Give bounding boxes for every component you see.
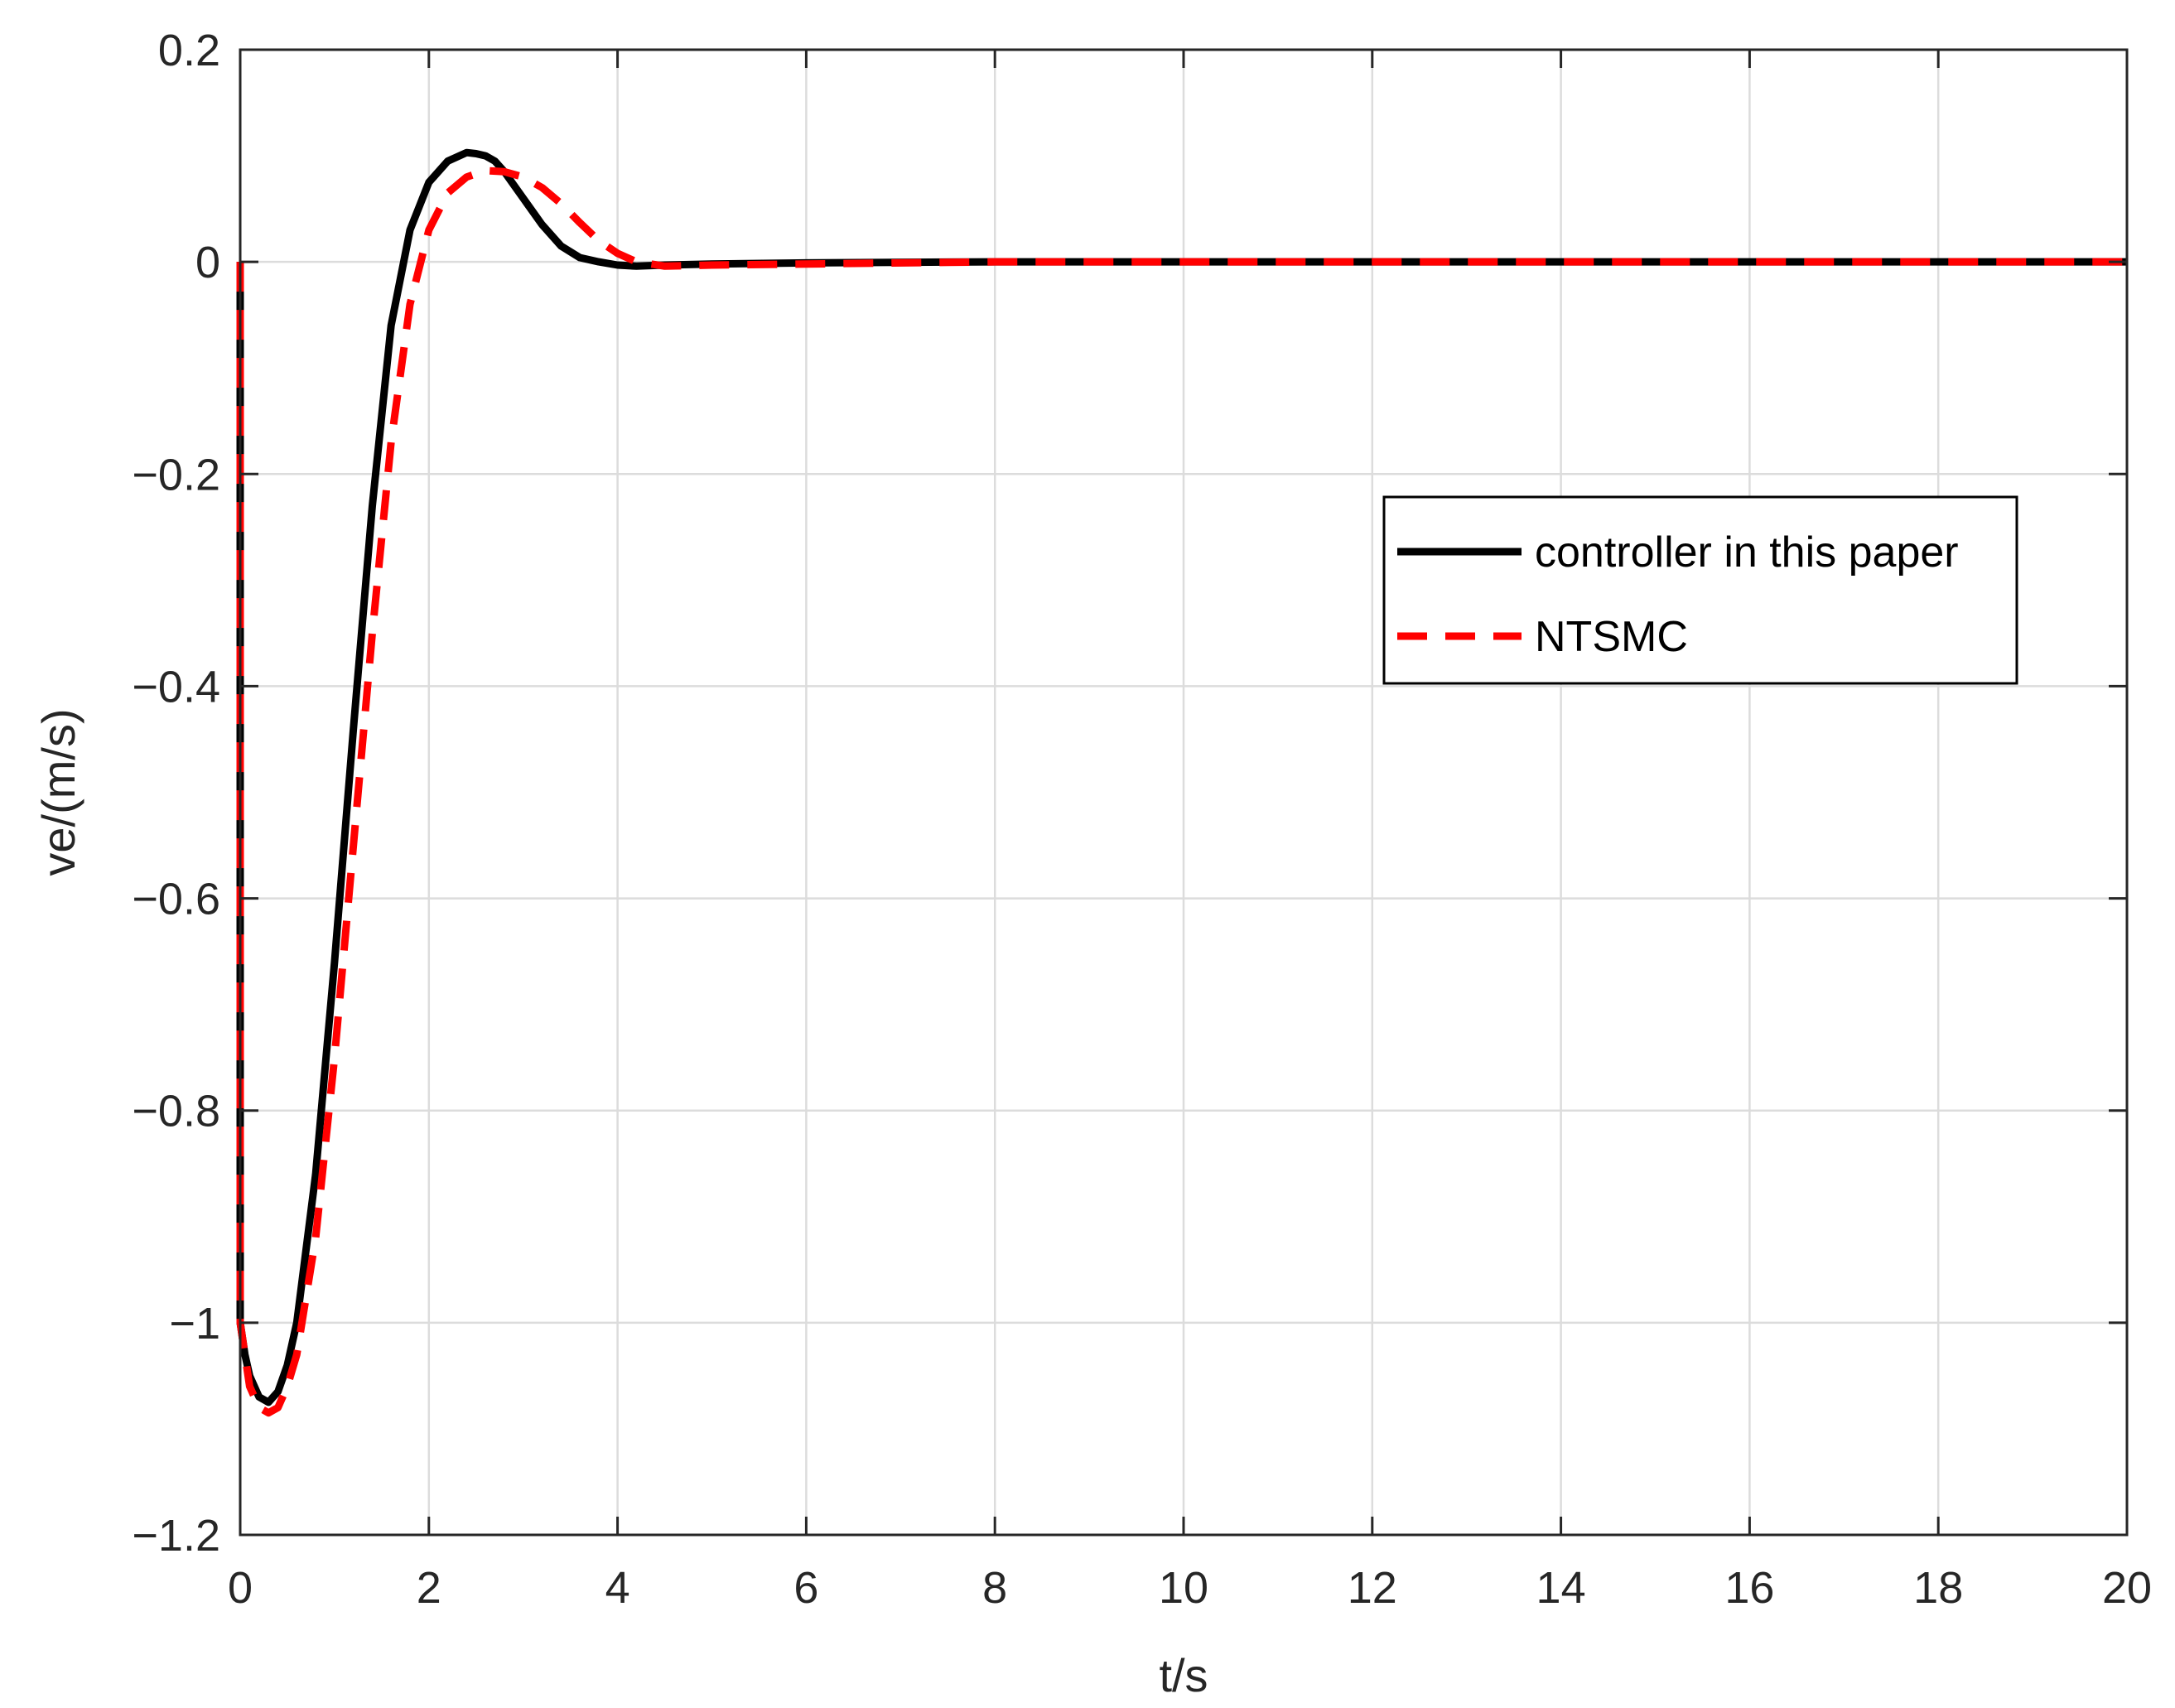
x-tick-label: 8 bbox=[982, 1563, 1007, 1613]
x-tick-label: 14 bbox=[1536, 1563, 1586, 1613]
x-tick-label: 2 bbox=[417, 1563, 441, 1613]
x-tick-label: 12 bbox=[1348, 1563, 1397, 1613]
legend-label-controller: controller in this paper bbox=[1535, 528, 1959, 577]
legend-label-ntsmc: NTSMC bbox=[1535, 613, 1688, 661]
legend-box bbox=[1382, 495, 2018, 685]
y-tick-label: −1.2 bbox=[132, 1511, 220, 1561]
x-tick-label: 6 bbox=[793, 1563, 818, 1613]
y-tick-label: −0.4 bbox=[132, 662, 220, 712]
x-tick-label: 16 bbox=[1724, 1563, 1774, 1613]
series-line-ntsmc bbox=[236, 166, 2127, 1417]
y-tick-label: −0.8 bbox=[132, 1087, 220, 1136]
y-tick-label: −0.2 bbox=[132, 450, 220, 499]
y-axis-label: ve/(m/s) bbox=[32, 708, 84, 876]
x-tick-label: 18 bbox=[1913, 1563, 1963, 1613]
y-tick-label: 0.2 bbox=[158, 26, 220, 75]
y-tick-label: −1 bbox=[169, 1299, 220, 1349]
ticks: 0 2 4 6 8 10 12 14 16 18 20 0.2 0 −0.2 −0.4 −0.6 −0.8 −1 −… bbox=[132, 26, 2152, 1613]
series-line-controller bbox=[236, 148, 2127, 1406]
x-tick-label: 0 bbox=[228, 1563, 253, 1613]
y-tick-label: −0.6 bbox=[132, 875, 220, 924]
x-tick-label: 10 bbox=[1159, 1563, 1208, 1613]
series-group bbox=[236, 148, 2127, 1417]
x-tick-label: 20 bbox=[2102, 1563, 2152, 1613]
x-tick-label: 4 bbox=[605, 1563, 630, 1613]
legend: controller in this paper NTSMC bbox=[1382, 495, 2018, 685]
y-tick-label: 0 bbox=[195, 238, 220, 287]
x-axis-label: t/s bbox=[1159, 1649, 1208, 1701]
